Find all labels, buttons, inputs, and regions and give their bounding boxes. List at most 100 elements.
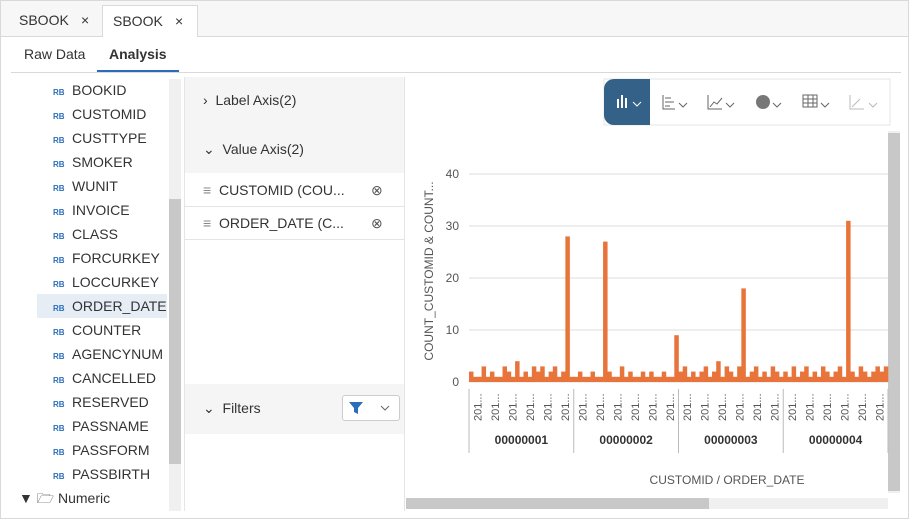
bar: [502, 366, 508, 382]
field[interactable]: RB CANCELLED: [37, 366, 167, 390]
bar: [712, 371, 717, 382]
field[interactable]: RB ORDER_DATE: [37, 294, 167, 318]
group-label: 00000001: [495, 433, 549, 447]
field-name: CUSTTYPE: [72, 130, 147, 146]
toolbar-icons[interactable]: [662, 94, 878, 110]
bar: [858, 366, 864, 382]
field[interactable]: RB PASSFORM: [37, 438, 167, 462]
x-tick-label: 201...: [682, 393, 694, 421]
bar: [812, 371, 818, 382]
bar: [611, 376, 616, 382]
x-tick-label: 201...: [647, 393, 659, 421]
y-axis-label: COUNT_CUSTOMID & COUNT...: [422, 181, 436, 360]
bar: [749, 371, 755, 382]
bar: [536, 371, 541, 382]
x-tick-label: 201...: [874, 393, 886, 421]
bar: [489, 371, 495, 382]
bar: [783, 371, 788, 382]
y-tick-label: 0: [452, 375, 459, 389]
tab[interactable]: SBOOK ×: [19, 12, 90, 28]
bar: [665, 376, 671, 382]
field[interactable]: RB CUSTTYPE: [37, 126, 167, 150]
y-tick-label: 10: [446, 323, 460, 337]
field[interactable]: RB PASSNAME: [37, 414, 167, 438]
bar: [615, 376, 621, 382]
field[interactable]: RB WUNIT: [37, 174, 167, 198]
x-tick-label: 201...: [577, 393, 589, 421]
field-icon: RB: [53, 448, 65, 457]
field-icon: RB: [53, 352, 65, 361]
x-tick-label: 201...: [490, 393, 502, 421]
field-icon: RB: [53, 400, 65, 409]
field[interactable]: RB FORCURKEY: [37, 246, 167, 270]
field-name: PASSNAME: [72, 418, 149, 434]
field[interactable]: RB CLASS: [37, 222, 167, 246]
x-tick-label: 201...: [525, 393, 537, 421]
field[interactable]: RB SMOKER: [37, 150, 167, 174]
bar: [644, 376, 650, 382]
tab-active[interactable]: SBOOK ×: [102, 5, 198, 37]
x-tick-label: 201...: [508, 393, 520, 421]
field-name: CANCELLED: [72, 370, 157, 386]
bar: [670, 376, 675, 382]
field[interactable]: RB COUNTER: [37, 318, 167, 342]
subtab[interactable]: Raw Data: [24, 46, 86, 62]
bar: [544, 376, 549, 382]
field-name: CUSTOMID: [72, 106, 147, 122]
field[interactable]: RB INVOICE: [37, 198, 167, 222]
x-tick-label: 201...: [560, 393, 572, 421]
v-thumb: [888, 133, 900, 491]
field-icon: RB: [53, 472, 65, 481]
filter-button[interactable]: [342, 395, 400, 421]
x-tick-label: 201...: [822, 393, 834, 421]
field[interactable]: RB PASSBIRTH: [37, 462, 167, 486]
bar: [741, 288, 746, 382]
field-icon: RB: [53, 136, 65, 145]
bar: [519, 376, 524, 382]
field[interactable]: RB RESERVED: [37, 390, 167, 414]
bar: [682, 366, 688, 382]
bar: [552, 366, 558, 382]
h-thumb: [406, 498, 709, 509]
bar: [883, 366, 889, 382]
bar: [485, 376, 491, 382]
bar: [674, 335, 679, 382]
bar: [569, 376, 575, 382]
field-icon: RB: [53, 232, 65, 241]
x-tick-label: 201...: [857, 393, 869, 421]
field-icon: RB: [53, 376, 65, 385]
bar: [473, 376, 478, 382]
field-name: BOOKID: [72, 82, 127, 98]
field-name: FORCURKEY: [72, 250, 160, 266]
bar: [841, 376, 847, 382]
group-label: 00000003: [704, 433, 758, 447]
field[interactable]: RB BOOKID: [37, 78, 167, 102]
value-item[interactable]: ≡ ORDER_DATE (C... ⊗: [185, 207, 404, 240]
bar: [829, 376, 834, 382]
bar: [590, 371, 595, 382]
folder[interactable]: ▼ 🗁 Numeric: [19, 490, 111, 506]
bar: [561, 371, 566, 382]
axis-panel: › Label Axis(2) ⌄ Value Axis(2) ≡ CUSTOM…: [184, 77, 405, 511]
bar: [732, 376, 738, 382]
bar: [779, 376, 784, 382]
subtab-active[interactable]: Analysis: [109, 46, 167, 62]
value-item[interactable]: ≡ CUSTOMID (COU... ⊗: [185, 174, 404, 207]
value-axis[interactable]: ⌄ Value Axis(2): [203, 141, 304, 157]
bar: [586, 376, 591, 382]
filters[interactable]: ⌄ Filters: [203, 400, 261, 416]
label-axis[interactable]: › Label Axis(2): [203, 92, 297, 108]
field[interactable]: RB CUSTOMID: [37, 102, 167, 126]
bar: [515, 361, 520, 382]
field[interactable]: RB AGENCYNUM: [37, 342, 167, 366]
bar: [603, 241, 608, 382]
x-tick-label: 201...: [787, 393, 799, 421]
bar: [707, 376, 713, 382]
bar: [716, 361, 721, 382]
bar: [686, 376, 692, 382]
field[interactable]: RB LOCCURKEY: [37, 270, 167, 294]
y-tick-label: 20: [446, 271, 460, 285]
bar: [657, 376, 663, 382]
x-tick-label: 201...: [752, 393, 764, 421]
